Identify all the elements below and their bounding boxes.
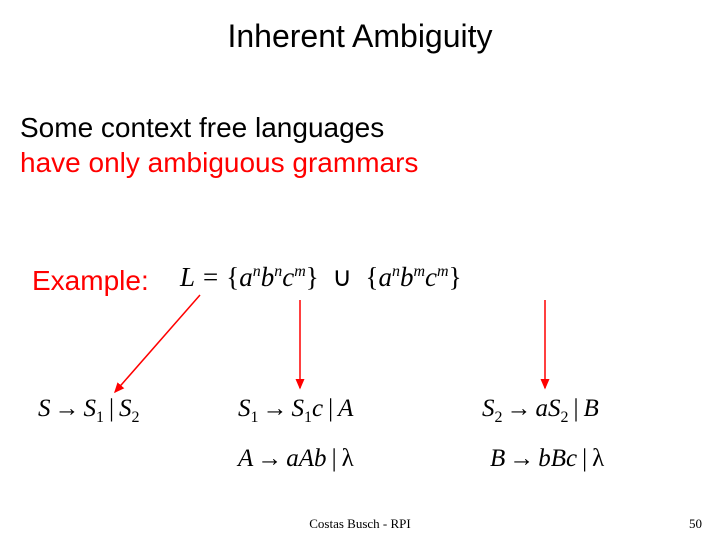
language-formula: L = {anbncm} ∪ {anbmcm} xyxy=(180,262,462,293)
grammar-S: S→S1|S2 xyxy=(38,395,140,427)
grammar-A: A→aAb|λ xyxy=(238,445,354,473)
statement-line-1: Some context free languages xyxy=(20,110,418,145)
statement-line-2: have only ambiguous grammars xyxy=(20,145,418,180)
slide: Inherent Ambiguity Some context free lan… xyxy=(0,0,720,540)
formula-lhs: L = xyxy=(180,262,226,292)
slide-title: Inherent Ambiguity xyxy=(0,0,720,55)
grammar-B: B→bBc|λ xyxy=(490,445,604,473)
grammar-S1: S1→S1c|A xyxy=(238,395,353,427)
union-symbol: ∪ xyxy=(332,262,352,292)
footer-page-number: 50 xyxy=(689,516,702,532)
statement-block: Some context free languages have only am… xyxy=(20,110,418,180)
footer-author: Costas Busch - RPI xyxy=(0,516,720,532)
example-label: Example: xyxy=(32,265,149,297)
grammar-S2: S2→aS2|B xyxy=(482,395,599,427)
arrow-1 xyxy=(115,295,200,392)
